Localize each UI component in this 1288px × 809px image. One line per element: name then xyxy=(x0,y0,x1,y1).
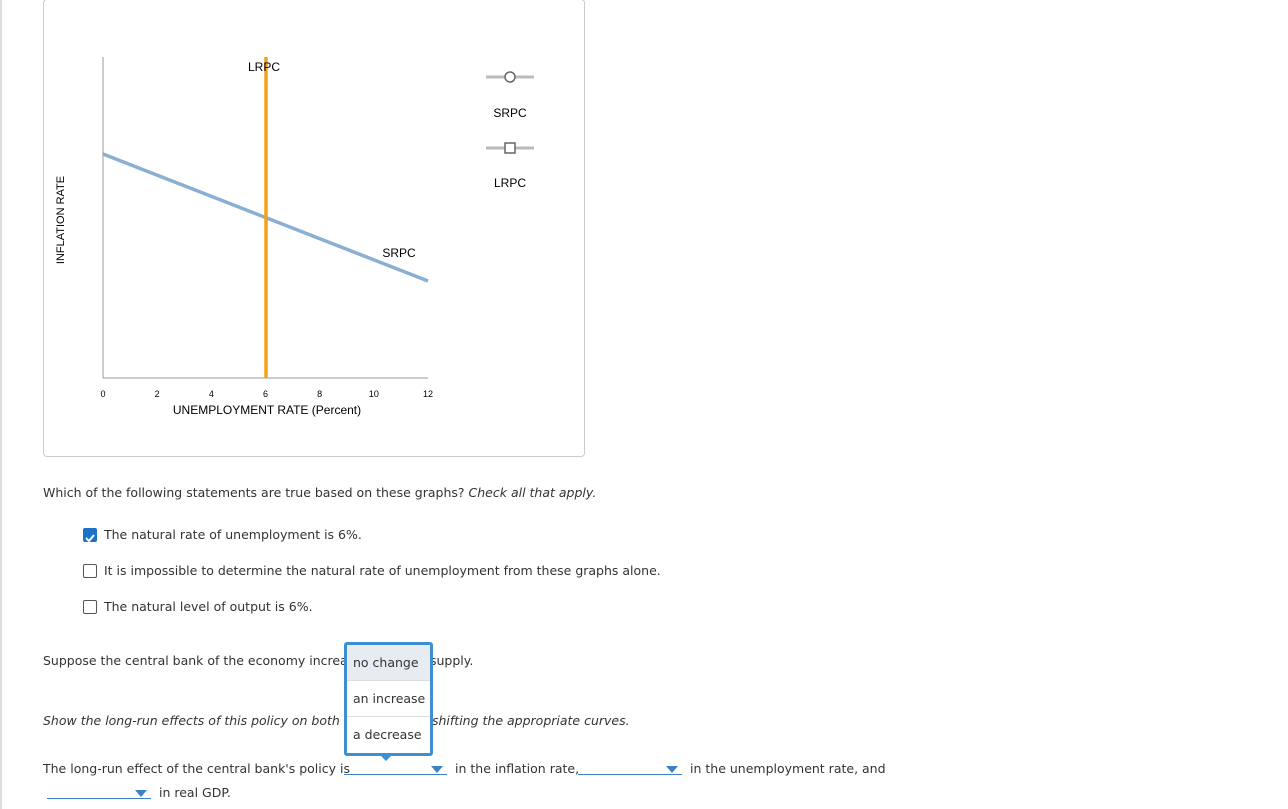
question3-part3: in real GDP. xyxy=(159,785,231,800)
x-tick-label: 0 xyxy=(100,389,105,399)
question3-lead: The long-run effect of the central bank'… xyxy=(43,761,350,776)
srpc-label: SRPC xyxy=(382,246,416,260)
select-gdp[interactable] xyxy=(47,788,151,799)
x-tick-label: 10 xyxy=(369,389,379,399)
checkbox[interactable] xyxy=(83,528,97,543)
checkbox[interactable] xyxy=(83,564,97,578)
question-prompt: Which of the following statements are tr… xyxy=(43,485,596,500)
legend-circle[interactable] xyxy=(504,71,516,83)
x-axis-label: UNEMPLOYMENT RATE (Percent) xyxy=(173,403,361,417)
dropdown-option[interactable]: a decrease xyxy=(353,727,422,742)
question3-part2: in the unemployment rate, and xyxy=(690,761,886,776)
x-tick-label: 6 xyxy=(263,389,268,399)
checkbox[interactable] xyxy=(83,600,97,614)
prompt-hint: Check all that apply. xyxy=(468,485,597,500)
option-text[interactable]: The natural rate of unemployment is 6%. xyxy=(104,527,362,542)
dropdown-option[interactable]: an increase xyxy=(347,681,430,717)
instruction-after: shifting the appropriate curves. xyxy=(432,713,630,728)
dropdown-option[interactable]: no change xyxy=(347,645,430,681)
graph: LRPC SRPC UNEMPLOYMENT RATE (Percent) IN… xyxy=(55,57,534,417)
prompt-text: Which of the following statements are tr… xyxy=(43,485,465,500)
option-text[interactable]: It is impossible to determine the natura… xyxy=(104,563,661,578)
legend-square[interactable] xyxy=(504,142,516,154)
x-tick-label: 8 xyxy=(317,389,322,399)
dropdown-menu[interactable]: no change an increase a decrease xyxy=(344,642,433,756)
legend-label: SRPC xyxy=(493,106,527,120)
x-tick-label: 12 xyxy=(423,389,433,399)
question2-before: Suppose the central bank of the economy … xyxy=(43,653,355,668)
left-border xyxy=(0,0,2,809)
instruction-before: Show the long-run effects of this policy… xyxy=(43,713,352,728)
option-text[interactable]: The natural level of output is 6%. xyxy=(104,599,313,614)
checkmark xyxy=(85,534,95,543)
question3-part1: in the inflation rate, xyxy=(455,761,580,776)
select-inflation[interactable] xyxy=(344,764,447,775)
y-axis-label: INFLATION RATE xyxy=(55,176,67,264)
graph-panel xyxy=(43,0,585,457)
lrpc-label: LRPC xyxy=(248,60,280,74)
select-unemployment[interactable] xyxy=(578,764,682,775)
question2-after: supply. xyxy=(430,653,474,668)
dropdown-pointer xyxy=(378,753,394,761)
x-tick-label: 2 xyxy=(155,389,160,399)
legend-label: LRPC xyxy=(494,176,526,190)
x-tick-label: 4 xyxy=(209,389,214,399)
